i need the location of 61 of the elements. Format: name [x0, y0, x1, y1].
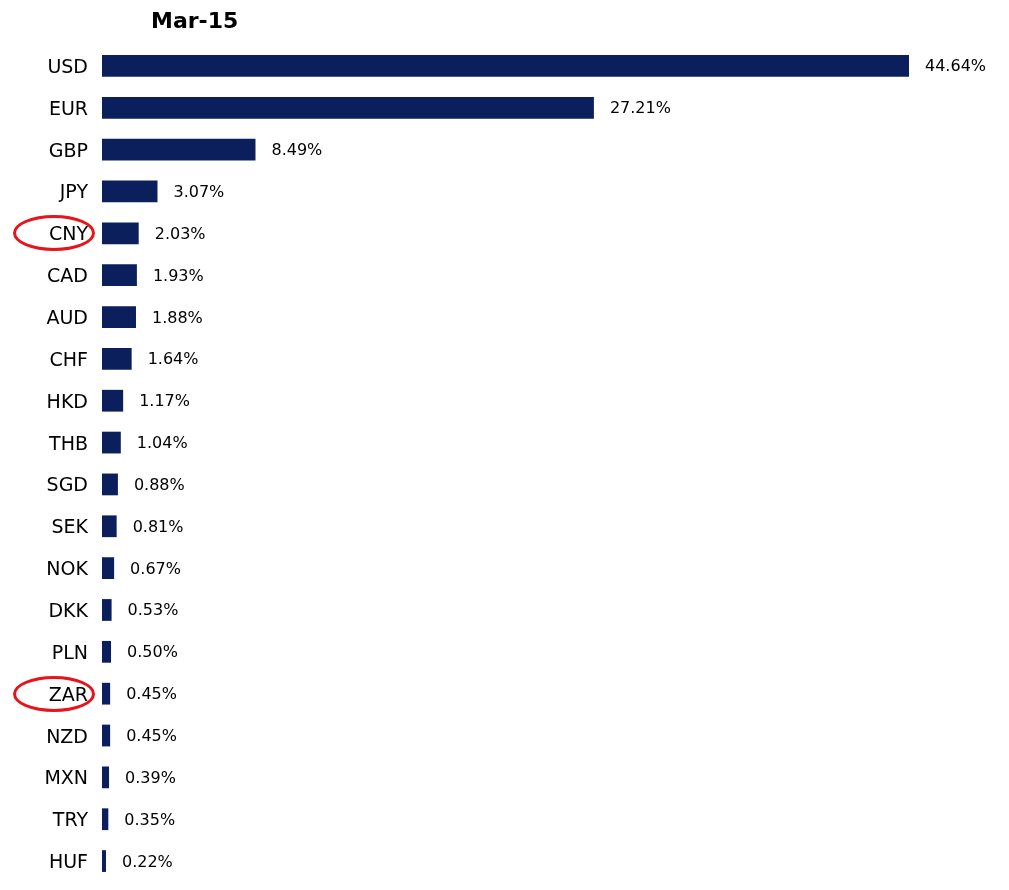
data-label: 44.64%	[925, 56, 987, 76]
y-tick-label: DKK	[48, 598, 89, 621]
y-tick-label: HUF	[48, 850, 88, 873]
bar	[102, 850, 106, 872]
y-tick-label: CNY	[48, 222, 89, 245]
bar	[102, 766, 110, 789]
bar	[102, 389, 124, 412]
data-label: 1.04%	[136, 433, 188, 453]
chart-title: Mar-15	[151, 7, 239, 33]
y-tick-label: THB	[48, 431, 88, 454]
bar	[102, 55, 909, 77]
data-label: 27.21%	[609, 98, 671, 118]
y-tick-label: SEK	[51, 515, 89, 538]
data-label: 1.64%	[147, 349, 199, 369]
data-label: 0.45%	[126, 726, 177, 746]
y-tick-label: NZD	[46, 724, 88, 747]
bar	[102, 96, 594, 119]
bar	[102, 808, 109, 831]
data-label: 8.49%	[271, 140, 323, 160]
data-label: 0.22%	[121, 851, 173, 871]
y-tick-label: CAD	[47, 264, 88, 287]
bar	[102, 222, 139, 245]
bar	[102, 682, 111, 705]
y-tick-label: EUR	[48, 96, 88, 119]
y-tick-label: AUD	[46, 306, 88, 329]
y-tick-label: TRY	[51, 808, 89, 831]
y-tick-label: SGD	[46, 473, 88, 496]
data-label: 0.39%	[125, 767, 176, 787]
y-tick-label: NOK	[46, 557, 89, 580]
data-label: 0.88%	[133, 474, 185, 494]
data-label: 0.53%	[127, 600, 179, 620]
y-tick-label: JPY	[58, 180, 89, 203]
bar	[102, 180, 158, 203]
data-label: 0.35%	[124, 809, 176, 829]
bar	[102, 557, 115, 580]
y-tick-label: GBP	[48, 138, 88, 161]
data-label: 0.50%	[127, 642, 178, 662]
data-label: 3.07%	[173, 181, 225, 201]
data-label: 0.45%	[126, 684, 177, 704]
y-tick-label: PLN	[51, 640, 88, 663]
data-label: 2.03%	[154, 223, 206, 243]
data-label: 1.17%	[139, 391, 190, 411]
y-tick-label: ZAR	[48, 682, 88, 705]
bar	[102, 306, 136, 328]
bar	[102, 347, 132, 370]
data-label: 0.81%	[132, 516, 184, 536]
bar	[102, 431, 121, 454]
bar	[102, 599, 112, 621]
y-tick-label: USD	[47, 54, 88, 77]
data-label: 1.88%	[151, 307, 203, 327]
y-tick-label: CHF	[49, 347, 88, 370]
y-tick-label: HKD	[46, 389, 88, 412]
bar	[102, 640, 112, 663]
data-label: 1.93%	[152, 265, 204, 285]
bar	[102, 138, 256, 161]
bar	[102, 724, 111, 747]
y-tick-label: MXN	[44, 766, 88, 789]
bar	[102, 515, 117, 538]
data-label: 0.67%	[130, 558, 181, 578]
bar	[102, 264, 137, 287]
bar	[102, 473, 118, 496]
